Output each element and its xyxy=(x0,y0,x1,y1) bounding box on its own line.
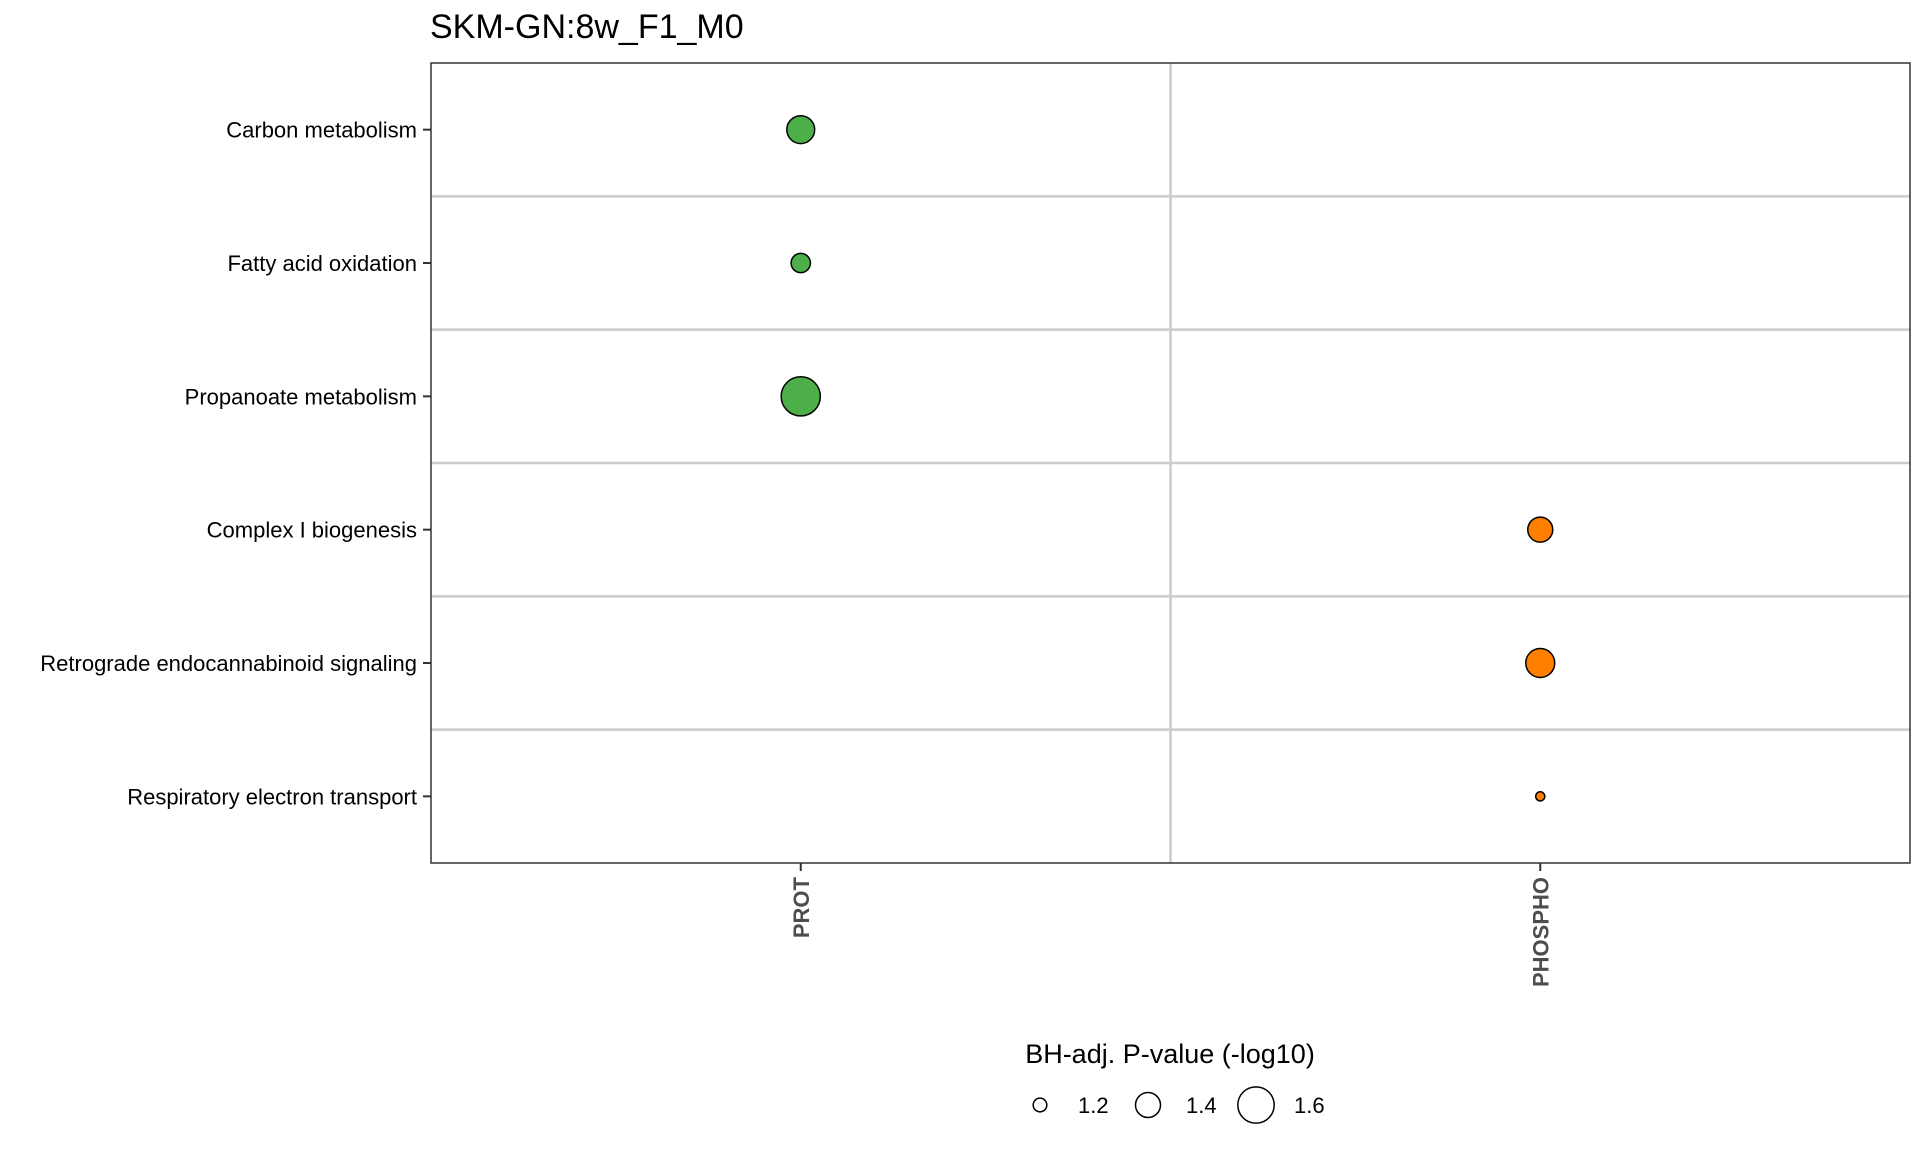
data-point xyxy=(1525,647,1556,679)
y-tick-label: Fatty acid oxidation xyxy=(227,251,417,276)
x-tick-label: PHOSPHO xyxy=(1528,877,1553,987)
legend-label: 1.4 xyxy=(1186,1093,1217,1118)
legend-key xyxy=(1134,1091,1162,1119)
y-tick-label: Retrograde endocannabinoid signaling xyxy=(40,651,417,676)
y-tick-label: Carbon metabolism xyxy=(226,118,417,143)
y-axis: Carbon metabolism Fatty acid oxidation Pro… xyxy=(40,118,431,809)
legend-label: 1.6 xyxy=(1294,1093,1325,1118)
data-point xyxy=(790,252,812,274)
grid-lines xyxy=(431,63,1910,863)
size-legend: BH-adj. P-value (-log10) 1.2 1.4 1.6 xyxy=(1025,1039,1325,1124)
legend-key xyxy=(1237,1086,1275,1124)
y-tick-label: Complex I biogenesis xyxy=(207,518,417,543)
legend-key xyxy=(1032,1097,1048,1113)
chart-title: SKM-GN:8w_F1_M0 xyxy=(430,8,744,46)
data-point xyxy=(1534,791,1546,802)
y-tick-label: Propanoate metabolism xyxy=(185,384,417,409)
data-point xyxy=(780,376,822,417)
y-tick-label: Respiratory electron transport xyxy=(127,784,417,809)
plot-panel xyxy=(430,62,1911,864)
legend-items: 1.2 1.4 1.6 xyxy=(1032,1086,1325,1124)
legend-title: BH-adj. P-value (-log10) xyxy=(1025,1039,1315,1069)
data-point xyxy=(786,115,816,145)
x-axis: PROT PHOSPHO xyxy=(789,863,1553,987)
data-points xyxy=(780,115,1556,802)
legend-label: 1.2 xyxy=(1078,1093,1109,1118)
x-tick-label: PROT xyxy=(789,876,814,938)
data-point xyxy=(1527,516,1554,543)
